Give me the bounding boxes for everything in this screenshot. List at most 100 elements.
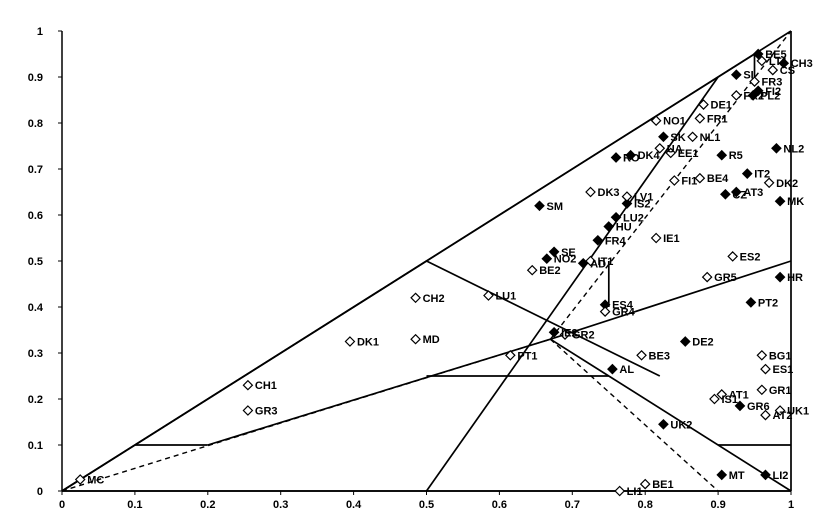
point-label-ch3: CH3: [791, 58, 813, 70]
hollow-point-lv1: [621, 191, 633, 202]
y-tick-label: 0.4: [28, 302, 44, 314]
hollow-point-ee1: [665, 147, 677, 159]
filled-point-ro: [610, 152, 622, 163]
point-label-al: AL: [619, 364, 634, 376]
point-label-it2: IT2: [754, 169, 770, 181]
hollow-point-ie1: [650, 232, 662, 244]
y-tick-label: 0.5: [28, 256, 43, 268]
filled-point-hr: [774, 271, 786, 283]
filled-point-it2: [741, 168, 753, 179]
filled-point-de2: [679, 336, 691, 347]
hollow-point-ch1: [242, 379, 254, 391]
point-label-be5: BE5: [765, 49, 786, 61]
region-lines: [61, 30, 792, 492]
hollow-point-it1: [585, 255, 596, 267]
filled-point-lu2: [610, 211, 622, 223]
hollow-point-be3: [636, 349, 647, 361]
hollow-point-at1: [716, 389, 728, 400]
point-label-ie2: IE2: [561, 327, 578, 339]
filled-point-sk: [658, 131, 669, 143]
hollow-point-dk1: [344, 336, 356, 347]
filled-point-se: [548, 246, 560, 258]
hollow-point-fr3: [749, 76, 760, 87]
hollow-point-mc: [74, 474, 86, 485]
hollow-point-ch2: [410, 292, 421, 304]
hollow-point-lt1: [756, 55, 768, 67]
filled-point-is2: [621, 198, 633, 209]
point-label-at2: AT2: [772, 410, 792, 422]
filled-point-at3: [730, 186, 742, 198]
point-label-be4: BE4: [707, 173, 729, 185]
point-label-is2: IS2: [634, 199, 651, 211]
point-label-dk2: DK2: [776, 178, 798, 190]
point-label-gr5: GR5: [714, 272, 737, 284]
point-label-es1: ES1: [772, 364, 793, 376]
hollow-point-dk3: [585, 186, 596, 198]
hollow-point-gr2: [559, 329, 571, 340]
x-tick-label: 0.7: [565, 499, 580, 511]
x-tick-label: 0.5: [419, 499, 434, 511]
point-label-cz: CZ: [732, 189, 747, 201]
x-tick-label: 0.2: [200, 499, 215, 511]
hollow-point-be2: [526, 264, 538, 276]
point-label-r5: R5: [729, 150, 743, 162]
filled-point-dk4: [625, 149, 636, 161]
filled-point-pt2: [745, 297, 757, 308]
point-label-fi1: FI1: [681, 176, 697, 188]
filled-point-uk2: [658, 418, 669, 430]
filled-point-nl2: [771, 142, 782, 154]
y-tick-label: 0.3: [28, 348, 43, 360]
point-label-mt: MT: [729, 470, 745, 482]
point-label-ua: UA: [667, 143, 683, 155]
point-label-gr3: GR3: [255, 406, 278, 418]
hollow-point-dk2: [763, 177, 775, 189]
point-label-pt2: PT2: [758, 297, 778, 309]
point-label-ch2: CH2: [423, 293, 445, 305]
boundary-line: [550, 260, 792, 341]
point-label-mc: MC: [87, 475, 104, 487]
point-label-at3: AT3: [743, 187, 763, 199]
filled-point-pl2: [747, 90, 759, 101]
filled-point-sm: [534, 200, 545, 212]
point-label-gr6: GR6: [747, 401, 770, 413]
hollow-point-bg1: [756, 349, 768, 361]
point-label-gr4: GR4: [612, 307, 636, 319]
point-label-cs: CS: [780, 65, 795, 77]
filled-point-mt: [716, 469, 728, 481]
hollow-point-uk1: [774, 405, 786, 416]
point-label-lu1: LU1: [495, 291, 516, 303]
hollow-point-gr3: [242, 405, 254, 416]
hollow-point-be4: [694, 172, 706, 184]
point-label-dk4: DK4: [638, 150, 661, 162]
filled-point-r5: [716, 149, 728, 161]
filled-point-fr4: [592, 234, 604, 246]
point-label-li2: LI2: [772, 470, 788, 482]
y-tick-label: 1: [37, 26, 43, 38]
hollow-point-de1: [698, 99, 709, 110]
point-label-fr2: FR2: [743, 90, 764, 102]
hollow-point-ua: [654, 142, 666, 154]
hollow-point-es1: [760, 363, 771, 375]
point-label-gr2: GR2: [572, 330, 595, 342]
point-label-pl2: PL2: [760, 90, 780, 102]
point-label-dk1: DK1: [357, 337, 379, 349]
point-label-at1: AT1: [729, 389, 749, 401]
point-label-hr: HR: [787, 272, 803, 284]
point-label-de2: DE2: [692, 337, 713, 349]
hollow-point-is1: [709, 393, 720, 405]
hollow-point-es2: [727, 251, 739, 262]
boundary-line: [549, 338, 610, 377]
point-label-es2: ES2: [740, 251, 761, 263]
point-label-fr3: FR3: [762, 77, 783, 89]
point-label-ro: RO: [623, 153, 640, 165]
point-label-lt1: LT1: [769, 56, 788, 68]
filled-point-al: [607, 363, 618, 375]
filled-point-si: [730, 69, 742, 81]
point-label-lu2: LU2: [623, 212, 644, 224]
point-labels: BE5CH3FI2PL2SINL2R5IT2AT3CZMKSKDK4ROIS2L…: [87, 49, 813, 498]
filled-point-be5: [752, 48, 764, 60]
point-label-es4: ES4: [612, 300, 634, 312]
dashed-boundary-line: [61, 338, 551, 492]
hollow-point-cs: [767, 64, 779, 76]
